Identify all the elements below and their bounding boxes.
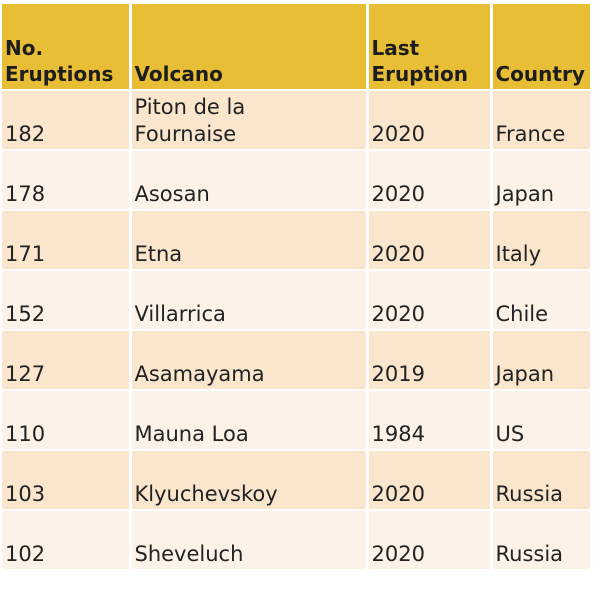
table-row: 152 Villarrica 2020 Chile xyxy=(2,270,590,331)
cell-volcano: Villarrica xyxy=(130,270,369,331)
header-no-eruptions-line2: Eruptions xyxy=(5,62,114,86)
cell-last-eruption: 2020 xyxy=(367,210,493,271)
cell-country: Chile xyxy=(491,270,590,331)
cell-volcano: Klyuchevskoy xyxy=(130,450,369,511)
header-row: No. Eruptions Volcano Last Eruption Coun… xyxy=(2,4,590,91)
cell-eruptions: 127 xyxy=(2,330,132,391)
cell-last-eruption: 2020 xyxy=(367,90,493,151)
cell-country: France xyxy=(491,90,590,151)
cell-country: Italy xyxy=(491,210,590,271)
cell-volcano: Mauna Loa xyxy=(130,390,369,451)
volcano-eruptions-table: No. Eruptions Volcano Last Eruption Coun… xyxy=(2,4,590,571)
cell-last-eruption: 2019 xyxy=(367,330,493,391)
cell-country: Russia xyxy=(491,450,590,511)
cell-eruptions: 171 xyxy=(2,210,132,271)
header-no-eruptions-line1: No. xyxy=(5,36,44,60)
cell-volcano: Piton de la Fournaise xyxy=(130,90,369,151)
cell-country: Russia xyxy=(491,510,590,571)
cell-last-eruption: 2020 xyxy=(367,510,493,571)
cell-eruptions: 110 xyxy=(2,390,132,451)
cell-country: Japan xyxy=(491,150,590,211)
header-volcano-label: Volcano xyxy=(134,62,223,86)
cell-last-eruption: 2020 xyxy=(367,150,493,211)
table-row: 171 Etna 2020 Italy xyxy=(2,210,590,271)
cell-last-eruption: 1984 xyxy=(367,390,493,451)
header-volcano: Volcano xyxy=(130,4,369,91)
table-header: No. Eruptions Volcano Last Eruption Coun… xyxy=(2,4,590,91)
header-last-eruption-line1: Last xyxy=(371,36,420,60)
table-row: 103 Klyuchevskoy 2020 Russia xyxy=(2,450,590,511)
cell-eruptions: 178 xyxy=(2,150,132,211)
cell-eruptions: 182 xyxy=(2,90,132,151)
cell-last-eruption: 2020 xyxy=(367,450,493,511)
table-row: 182 Piton de la Fournaise 2020 France xyxy=(2,90,590,151)
cell-last-eruption: 2020 xyxy=(367,270,493,331)
cell-country: US xyxy=(491,390,590,451)
cell-eruptions: 103 xyxy=(2,450,132,511)
table-body: 182 Piton de la Fournaise 2020 France 17… xyxy=(2,90,590,571)
table-row: 102 Sheveluch 2020 Russia xyxy=(2,510,590,571)
cell-volcano: Sheveluch xyxy=(130,510,369,571)
cell-eruptions: 152 xyxy=(2,270,132,331)
cell-volcano-line1: Piton de la xyxy=(134,95,246,119)
table-row: 178 Asosan 2020 Japan xyxy=(2,150,590,211)
cell-country: Japan xyxy=(491,330,590,391)
header-country: Country xyxy=(491,4,590,91)
cell-volcano: Asamayama xyxy=(130,330,369,391)
table-row: 110 Mauna Loa 1984 US xyxy=(2,390,590,451)
cell-volcano-line2: Fournaise xyxy=(134,122,237,146)
header-last-eruption: Last Eruption xyxy=(367,4,493,91)
cell-eruptions: 102 xyxy=(2,510,132,571)
cell-volcano: Etna xyxy=(130,210,369,271)
header-country-label: Country xyxy=(495,62,585,86)
table-row: 127 Asamayama 2019 Japan xyxy=(2,330,590,391)
header-last-eruption-line2: Eruption xyxy=(371,62,468,86)
cell-volcano: Asosan xyxy=(130,150,369,211)
header-no-eruptions: No. Eruptions xyxy=(2,4,132,91)
